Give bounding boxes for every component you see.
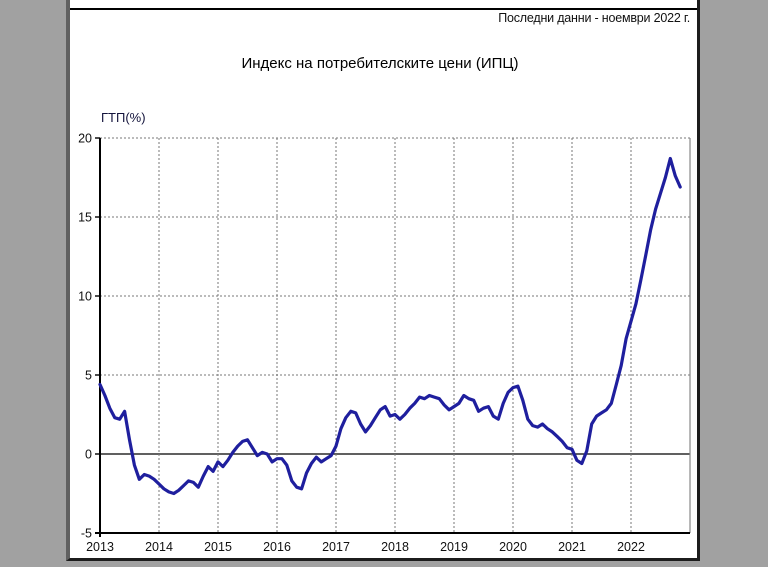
y-tick-label: 5: [85, 369, 92, 383]
cpi-series-line: [98, 156, 682, 496]
x-tick-label: 2020: [499, 540, 527, 554]
x-tick-label: 2015: [204, 540, 232, 554]
x-tick-label: 2018: [381, 540, 409, 554]
x-tick-label: 2013: [86, 540, 114, 554]
report-page: [66, 0, 700, 561]
x-tick-label: 2022: [617, 540, 645, 554]
x-tick-label: 2021: [558, 540, 586, 554]
chart-title: Индекс на потребителските цени (ИПЦ): [241, 55, 519, 72]
y-axis-unit-label: ГТП(%): [101, 110, 146, 125]
last-data-note: Последни данни - ноември 2022 г.: [498, 11, 690, 25]
x-tick-label: 2017: [322, 540, 350, 554]
y-tick-label: 0: [85, 448, 92, 462]
y-tick-label: 10: [78, 290, 92, 304]
x-tick-label: 2014: [145, 540, 173, 554]
y-tick-label: 20: [78, 132, 92, 146]
header-rule: [70, 8, 697, 10]
y-tick-label: 15: [78, 211, 92, 225]
x-tick-label: 2019: [440, 540, 468, 554]
y-tick-label: -5: [81, 527, 92, 541]
x-tick-label: 2016: [263, 540, 291, 554]
